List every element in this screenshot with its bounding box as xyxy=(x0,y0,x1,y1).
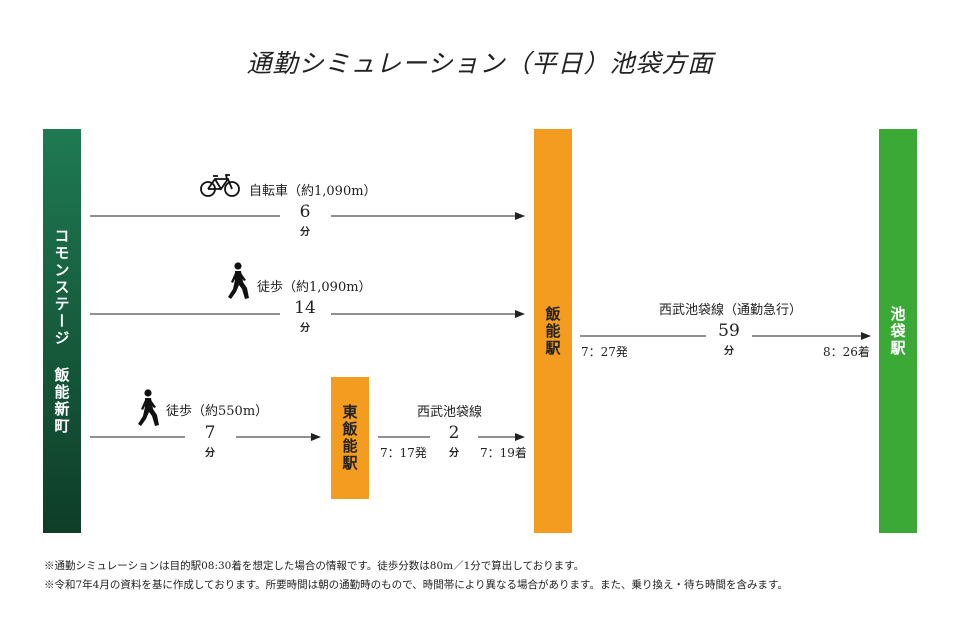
origin-station-label: コモンステージ 飯能新町 xyxy=(52,227,71,435)
seibu-express-route-minutes: 59 xyxy=(718,321,740,341)
walk-hanno-route-minutes: 14 xyxy=(294,298,316,318)
higashi-hanno-station-bar: 東飯能駅 xyxy=(331,377,369,499)
origin-station-bar: コモンステージ 飯能新町 xyxy=(43,129,81,533)
walk-higashi-route-label: 徒歩（約550m） xyxy=(166,404,269,419)
bike-route-label: 自転車（約1,090m） xyxy=(249,184,377,199)
ikebukuro-station-bar: 池袋駅 xyxy=(879,129,917,533)
walk-hanno-route-label: 徒歩（約1,090m） xyxy=(257,280,372,295)
walk-higashi-route-minutes: 7 xyxy=(204,423,216,443)
seibu-express-route-unit: 分 xyxy=(724,346,734,357)
seibu-short-route-minutes: 2 xyxy=(448,423,460,443)
seibu-short-route-unit: 分 xyxy=(449,448,459,459)
walk-higashi-route-unit: 分 xyxy=(205,448,215,459)
bicycle-icon xyxy=(200,174,240,197)
hanno-station-label: 飯能駅 xyxy=(543,305,562,357)
bike-route-minutes: 6 xyxy=(299,202,311,222)
walker-icon xyxy=(228,262,249,299)
higashi-hanno-station-label: 東飯能駅 xyxy=(340,404,359,472)
seibu-express-arrive-time: 8：26着 xyxy=(823,345,870,359)
hanno-station-bar: 飯能駅 xyxy=(534,129,572,533)
seibu-short-route-label: 西武池袋線 xyxy=(417,405,483,420)
walk-hanno-route-unit: 分 xyxy=(300,323,310,334)
bike-route-unit: 分 xyxy=(300,227,310,238)
seibu-express-route-label: 西武池袋線（通勤急行） xyxy=(659,303,803,318)
seibu-express-depart-time: 7：27発 xyxy=(581,345,628,359)
seibu-short-depart-time: 7：17発 xyxy=(380,446,427,460)
ikebukuro-station-label: 池袋駅 xyxy=(888,305,907,357)
walker-icon xyxy=(138,389,159,426)
seibu-short-arrive-time: 7：19着 xyxy=(480,446,527,460)
page-title: 通勤シミュレーション（平日）池袋方面 xyxy=(246,49,714,78)
footnote-2: ※令和7年4月の資料を基に作成しております。所要時間は朝の通勤時のもので、時間帯… xyxy=(44,579,788,591)
footnote-1: ※通勤シミュレーションは目的駅08:30着を想定した場合の情報です。徒歩分数は8… xyxy=(44,560,585,572)
